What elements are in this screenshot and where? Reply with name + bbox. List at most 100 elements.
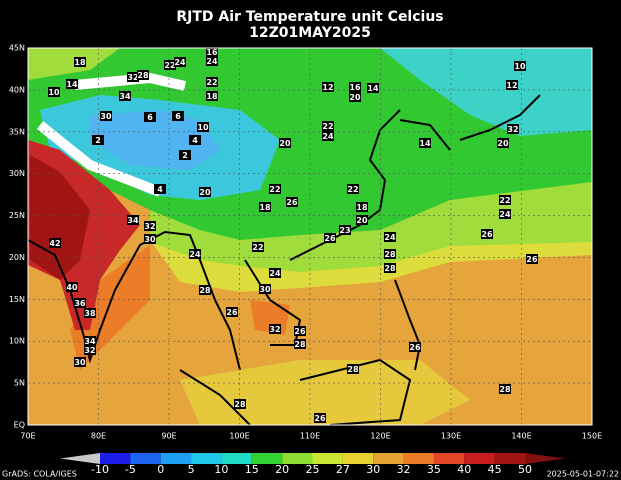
lon-label: 80E xyxy=(91,432,106,441)
contour-label-bg xyxy=(514,61,526,71)
contour-label-bg xyxy=(322,131,334,141)
contour-label-bg xyxy=(356,215,368,225)
contour-label-bg xyxy=(339,225,351,235)
contour-label: 22 xyxy=(347,185,358,194)
contour-label-bg xyxy=(294,339,306,349)
contour-label: 4 xyxy=(192,136,198,145)
contour-label: 10 xyxy=(197,123,209,132)
contour-label: 22 xyxy=(499,196,510,205)
contour-label: 2 xyxy=(182,151,188,160)
contour-label-bg xyxy=(269,268,281,278)
colorbar-label: 20 xyxy=(275,463,289,476)
contour-label: 26 xyxy=(526,255,538,264)
contour-label-bg xyxy=(294,326,306,336)
contour-label: 38 xyxy=(84,309,96,318)
contour-label: 30 xyxy=(100,112,112,121)
contour-label: 28 xyxy=(137,71,149,80)
lat-label: 25N xyxy=(9,211,25,220)
lon-label: 150E xyxy=(582,432,602,441)
contour-label-bg xyxy=(206,56,218,66)
contour-label-bg xyxy=(189,249,201,259)
contour-label-bg xyxy=(481,229,493,239)
contour-label-bg xyxy=(384,263,396,273)
contour-label-bg xyxy=(526,254,538,264)
contour-label: 32 xyxy=(84,346,95,355)
colorbar-box xyxy=(221,453,252,464)
colorbar-label: 0 xyxy=(157,463,164,476)
contour-label: 30 xyxy=(74,358,86,367)
colorbar-label: 15 xyxy=(245,463,259,476)
lat-label: 10N xyxy=(9,337,25,346)
contour-label-bg xyxy=(84,308,96,318)
colorbar-box xyxy=(464,453,495,464)
contour-label-bg xyxy=(74,57,86,67)
contour-label: 30 xyxy=(259,285,271,294)
contour-label-bg xyxy=(199,285,211,295)
contour-label-bg xyxy=(199,187,211,197)
contour-label-bg xyxy=(286,197,298,207)
contour-label: 28 xyxy=(384,250,396,259)
contour-label: 28 xyxy=(294,340,306,349)
lat-label: 40N xyxy=(9,85,25,94)
contour-label-bg xyxy=(356,202,368,212)
contour-label: 28 xyxy=(347,365,359,374)
contour-label: 28 xyxy=(234,400,246,409)
contour-label: 14 xyxy=(367,84,379,93)
contour-label-bg xyxy=(252,242,264,252)
contour-label: 12 xyxy=(506,81,517,90)
contour-label-bg xyxy=(226,307,238,317)
contour-label-bg xyxy=(259,202,271,212)
colorbar-box xyxy=(312,453,343,464)
contour-label-bg xyxy=(84,336,96,346)
contour-label: 22 xyxy=(322,122,333,131)
lon-label: 130E xyxy=(441,432,461,441)
contour-label: 24 xyxy=(189,250,201,259)
contour-label-bg xyxy=(127,215,139,225)
contour-label: 18 xyxy=(206,92,218,101)
contour-label: 34 xyxy=(84,337,96,346)
contour-label-bg xyxy=(49,238,61,248)
contour-label-bg xyxy=(144,112,156,122)
contour-label: 32 xyxy=(507,125,518,134)
contour-label: 24 xyxy=(206,57,218,66)
grid xyxy=(28,48,592,425)
colorbar-box xyxy=(373,453,404,464)
labels: 45N 40N 35N 30N 25N 20N 15N 10N 5N EQ 70E 80E 90E 100… xyxy=(9,44,602,441)
contour-label: 22 xyxy=(164,61,175,70)
contour-label: 24 xyxy=(322,132,334,141)
colorbar-box xyxy=(100,453,131,464)
contour-label-bg xyxy=(174,57,186,67)
contour-label: 4 xyxy=(157,185,163,194)
contour-label: 34 xyxy=(119,92,131,101)
contour-label-bg xyxy=(164,60,176,70)
contour-label-bg xyxy=(499,195,511,205)
colorbar-label: 40 xyxy=(457,463,471,476)
contour-label-bg xyxy=(74,298,86,308)
contour-label: 2 xyxy=(95,136,101,145)
contour-label: 18 xyxy=(74,58,86,67)
contour-label: 20 xyxy=(497,139,509,148)
colorbar-label: 45 xyxy=(488,463,502,476)
colorbar-box xyxy=(160,453,192,464)
contour-label: 42 xyxy=(49,239,60,248)
colorbar-label: 32 xyxy=(397,463,411,476)
contour-label-bg xyxy=(409,342,421,352)
contour-label: 26 xyxy=(314,414,326,423)
colorbar-box xyxy=(494,453,525,464)
contour-label: 26 xyxy=(409,343,421,352)
contour-label-bg xyxy=(48,87,60,97)
contour-label: 34 xyxy=(127,216,139,225)
title: RJTD Air Temperature unit Celcius xyxy=(176,9,443,25)
contour-label-bg xyxy=(347,184,359,194)
contour-label: 10 xyxy=(514,62,526,71)
contour-label-bg xyxy=(172,111,184,121)
contour-label: 20 xyxy=(279,139,291,148)
colorbar-box xyxy=(191,453,222,464)
colorbar-label: 10 xyxy=(214,463,228,476)
subtitle: 12Z01MAY2025 xyxy=(249,25,371,41)
colorbar-label: 5 xyxy=(188,463,195,476)
contour-label: 20 xyxy=(356,216,368,225)
contour-label: 12 xyxy=(322,83,333,92)
contour-label-bg xyxy=(234,399,246,409)
contour-label-bg xyxy=(367,83,379,93)
